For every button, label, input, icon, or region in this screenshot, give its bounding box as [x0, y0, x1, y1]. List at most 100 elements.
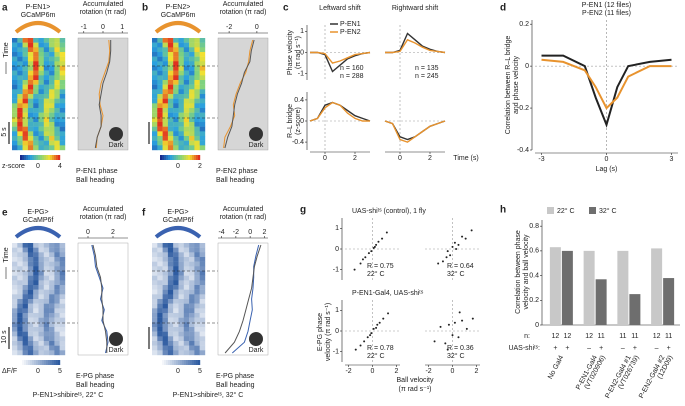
heatmap-cell — [49, 275, 55, 281]
heatmap-cell — [33, 112, 39, 118]
heatmap-cell — [194, 280, 200, 286]
y-axis-label: Correlation between R–L bridge — [505, 36, 512, 135]
heatmap-cell — [173, 266, 179, 272]
colorbar-cell — [48, 155, 51, 160]
heatmap-cell — [167, 317, 174, 323]
heatmap-cell — [43, 341, 50, 346]
heatmap-cell — [189, 336, 195, 342]
heatmap-cell — [12, 108, 18, 113]
heatmap-cell — [183, 117, 190, 123]
heatmap-cell — [194, 303, 200, 309]
heatmap-cell — [152, 84, 158, 90]
heatmap-cell — [22, 317, 29, 323]
heatmap-cell — [199, 70, 206, 76]
heatmap-cell — [173, 80, 179, 85]
y-axis-label: R–L bridge — [287, 104, 294, 138]
heatmap-cell — [59, 122, 66, 127]
heatmap-cell — [17, 303, 23, 309]
heatmap-cell — [167, 140, 174, 146]
heatmap-cell — [152, 103, 158, 109]
heatmap-cell — [33, 136, 39, 141]
heatmap-cell — [12, 252, 18, 258]
heatmap-cell — [183, 327, 190, 332]
panel-label: c — [283, 3, 289, 14]
colorbar-cell — [176, 360, 179, 365]
heatmap-cell — [162, 117, 169, 123]
y-tick-label: 0 — [300, 118, 304, 125]
heatmap-cell — [167, 341, 174, 346]
heatmap-cell — [12, 131, 18, 137]
heatmap-cell — [189, 299, 195, 304]
axis-title: rotation (π rad) — [220, 9, 267, 16]
bar — [629, 294, 641, 325]
heatmap-cell — [183, 313, 190, 318]
scatter-point — [359, 344, 362, 347]
heatmap-cell — [49, 294, 55, 300]
category-label: No Gal4 — [547, 354, 565, 380]
heatmap-cell — [173, 327, 179, 332]
heatmap-cell — [43, 80, 50, 85]
heatmap-cell — [38, 322, 44, 328]
heatmap-cell — [49, 98, 55, 104]
genotype: P-EN2> — [166, 4, 191, 11]
heatmap-cell — [189, 257, 195, 262]
heatmap-cell — [12, 52, 18, 57]
heatmap-cell — [157, 341, 163, 346]
colorbar-cell — [190, 360, 193, 365]
heatmap-cell — [194, 299, 200, 304]
heatmap-cell — [17, 350, 23, 356]
scatter-point — [375, 326, 378, 329]
heatmap-cell — [194, 308, 200, 314]
heatmap-cell — [183, 257, 190, 262]
heatmap-cell — [167, 47, 174, 53]
heatmap-cell — [162, 299, 169, 304]
heatmap-cell — [178, 94, 184, 99]
heatmap-cell — [54, 84, 60, 90]
heatmap-cell — [152, 108, 158, 113]
heatmap-cell — [167, 42, 174, 48]
legend-swatch — [547, 207, 554, 214]
heatmap-cell — [162, 112, 169, 118]
heatmap-cell — [157, 56, 163, 62]
heatmap-cell — [38, 308, 44, 314]
heatmap-cell — [199, 94, 206, 99]
heatmap-cell — [178, 257, 184, 262]
colorbar-cell — [168, 155, 171, 160]
heatmap-cell — [183, 140, 190, 146]
heatmap-cell — [22, 126, 29, 132]
heatmap-cell — [49, 70, 55, 76]
heatmap-cell — [152, 112, 158, 118]
heatmap-cell — [183, 289, 190, 295]
y-tick-label: 0 — [300, 49, 304, 56]
heatmap-cell — [152, 313, 158, 318]
heatmap-cell — [173, 247, 179, 253]
heatmap-cell — [27, 327, 34, 332]
heatmap-cell — [178, 266, 184, 272]
heatmap-cell — [167, 131, 174, 137]
legend-entry: P-EN2 — [340, 29, 361, 36]
heatmap-cell — [27, 136, 34, 141]
x-tick-label: -2 — [226, 24, 232, 31]
heatmap-cell — [194, 317, 200, 323]
heatmap-cell — [157, 322, 163, 328]
heatmap-cell — [12, 299, 18, 304]
heatmap-cell — [12, 94, 18, 99]
heatmap-cell — [194, 52, 200, 57]
dark-icon — [249, 332, 263, 346]
colorbar-cell — [56, 360, 59, 365]
heatmap-cell — [38, 66, 44, 71]
heatmap-cell — [12, 336, 18, 342]
heatmap-cell — [38, 243, 44, 248]
heatmap-cell — [17, 98, 23, 104]
heatmap-cell — [27, 38, 34, 43]
x-tick-label: 1 — [120, 24, 124, 31]
heatmap-cell — [194, 331, 200, 337]
heatmap-cell — [189, 47, 195, 53]
heatmap-cell — [54, 145, 60, 151]
heatmap-cell — [12, 266, 18, 272]
heatmap-cell — [199, 299, 206, 304]
bar — [617, 250, 629, 325]
heatmap-cell — [54, 42, 60, 48]
heatmap-cell — [173, 345, 179, 351]
x-tick-label: 0 — [86, 229, 90, 236]
